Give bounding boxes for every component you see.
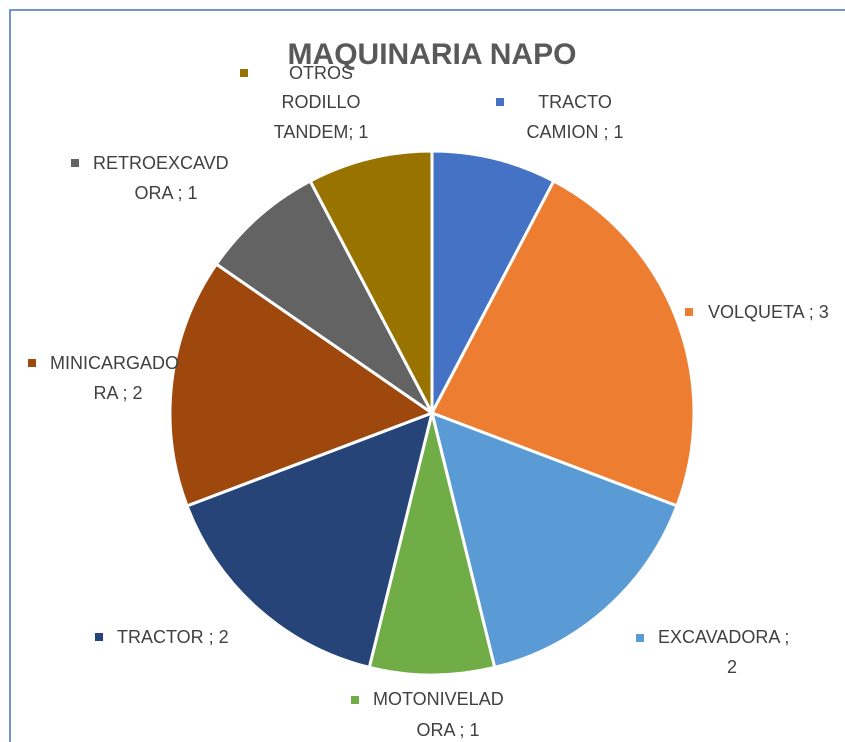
data-label: ORA ; 1 [416,720,479,740]
pie-slice [429,178,696,508]
label-marker [95,633,103,641]
chart-title: MAQUINARIA NAPO [288,38,577,71]
data-label: MINICARGADO [50,353,179,373]
data-label: VOLQUETA ; 3 [708,302,829,322]
data-label: RODILLO [281,92,360,112]
data-label: TANDEM; 1 [274,122,369,142]
label-marker [240,69,248,77]
pie-slice [185,410,435,670]
data-label: MOTONIVELAD [373,689,504,709]
data-label: EXCAVADORA ; [658,627,789,647]
pie-slice [429,410,679,670]
data-label: CAMION ; 1 [526,122,623,142]
label-marker [71,159,79,167]
data-label: RA ; 2 [93,383,142,403]
chart-frame [9,9,845,742]
pie-slice [430,149,556,414]
label-marker [685,308,693,316]
data-label: RETROEXCAVD [93,153,229,173]
label-marker [28,359,36,367]
data-label: TRACTO [538,92,612,112]
label-marker [636,634,644,642]
pie-slice [214,178,434,415]
pie-slice [308,149,434,414]
pie-slice [367,412,497,677]
data-label: 2 [727,657,737,677]
data-label: TRACTOR ; 2 [117,627,229,647]
label-marker [351,696,359,704]
label-marker [496,98,504,106]
data-label: ORA ; 1 [134,183,197,203]
data-label: OTROS [289,63,353,83]
pie-slice [168,262,436,508]
